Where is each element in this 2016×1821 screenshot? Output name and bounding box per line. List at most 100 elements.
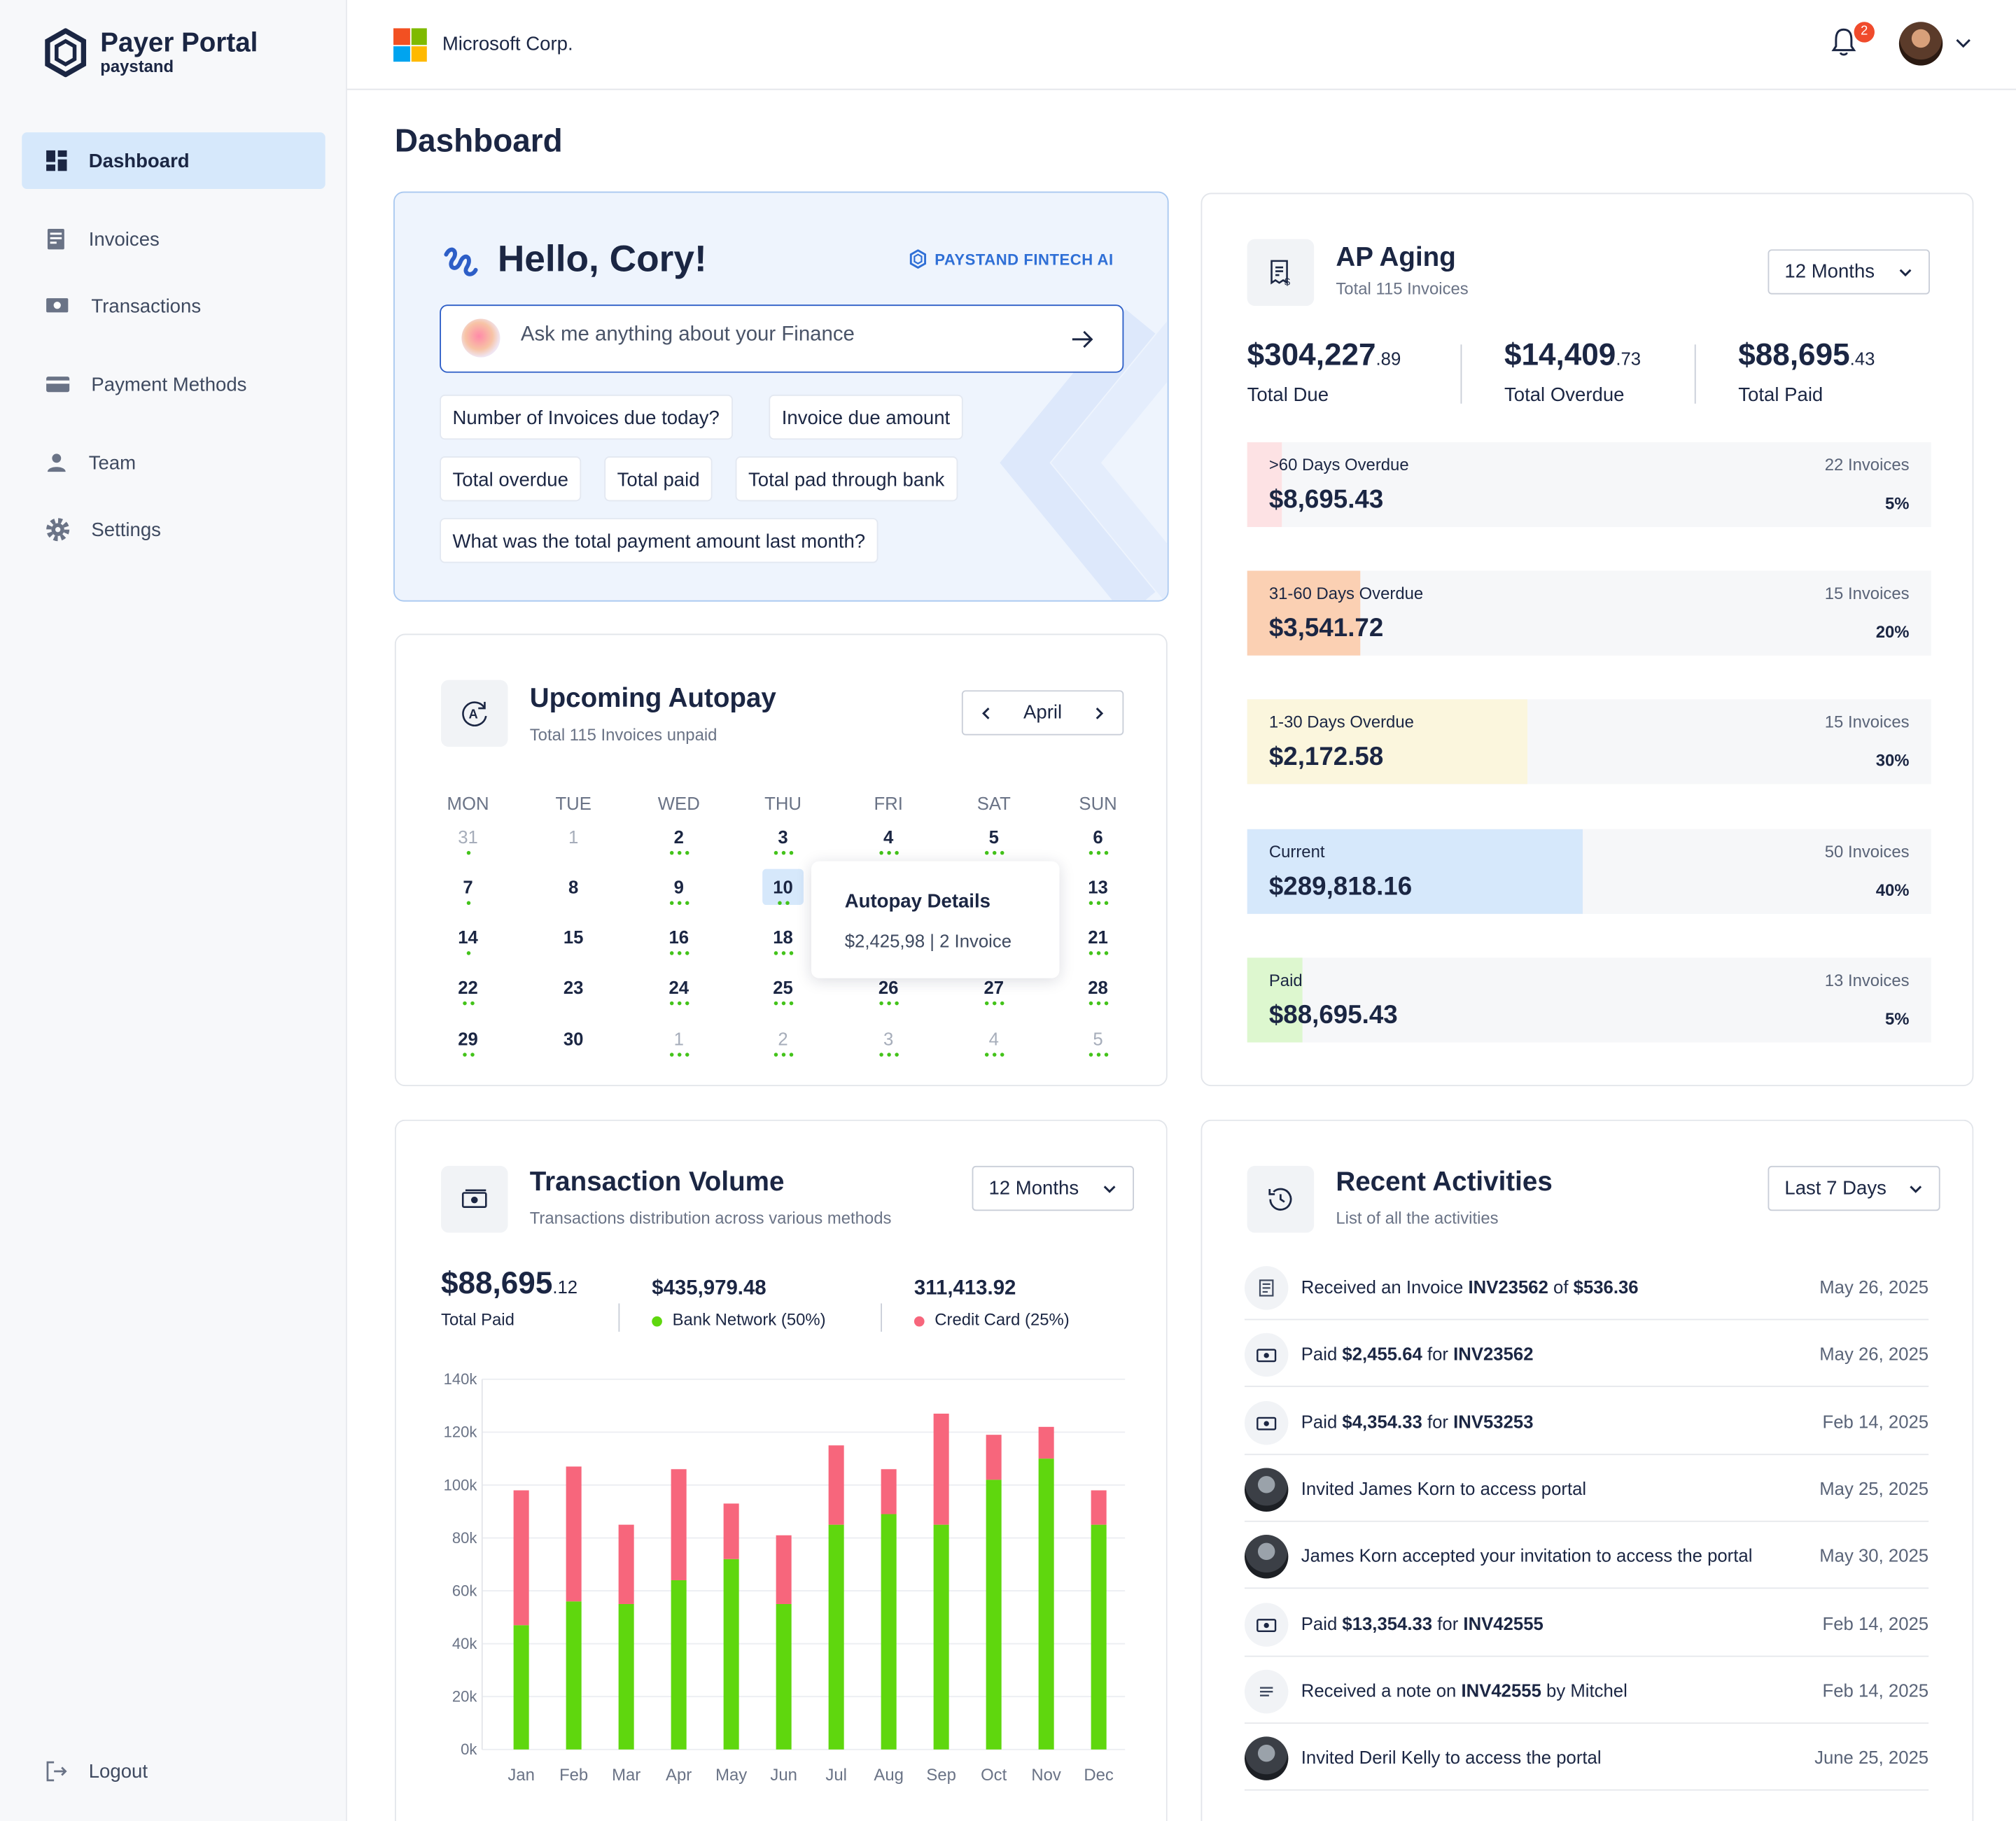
calendar-day[interactable]: 14 <box>458 927 478 948</box>
activity-date: May 30, 2025 <box>1819 1545 1929 1566</box>
calendar-day[interactable]: 3 <box>778 827 788 848</box>
aging-row-label: >60 Days Overdue <box>1268 455 1409 474</box>
ai-assistant-card: Hello, Cory! PAYSTAND FINTECH AI Number … <box>393 191 1169 602</box>
calendar-day[interactable]: 30 <box>563 1028 584 1049</box>
nav-dashboard[interactable]: Dashboard <box>22 132 326 190</box>
ai-search-box[interactable] <box>440 304 1124 373</box>
activity-text-part: INV42555 <box>1463 1612 1544 1633</box>
calendar-day[interactable]: 22 <box>458 976 478 998</box>
x-tick-label: Oct <box>981 1766 1007 1785</box>
aging-row-amount: $289,818.16 <box>1268 873 1413 901</box>
calendar-day[interactable]: 24 <box>668 976 690 998</box>
ai-search-input[interactable] <box>520 323 1061 347</box>
calendar-day[interactable]: 18 <box>773 927 793 948</box>
activity-row[interactable]: Invited Deril Kelly to access the portal… <box>1244 1724 1929 1791</box>
month-picker[interactable]: April <box>961 690 1124 736</box>
dashboard-icon <box>46 150 67 171</box>
calendar-day[interactable]: 26 <box>878 976 899 998</box>
calendar-day[interactable]: 27 <box>983 976 1004 998</box>
calendar-day[interactable]: 23 <box>563 976 584 998</box>
logout-icon <box>46 1761 67 1782</box>
suggestion-chip[interactable]: Invoice due amount <box>769 394 963 440</box>
suggestion-chip[interactable]: Total pad through bank <box>735 456 958 502</box>
calendar-day[interactable]: 28 <box>1088 976 1108 998</box>
activities-subtitle: List of all the activities <box>1336 1208 1499 1228</box>
calendar-day[interactable]: 7 <box>463 876 473 898</box>
calendar-day[interactable]: 6 <box>1093 827 1103 848</box>
activity-text-part: $536.36 <box>1573 1276 1639 1298</box>
calendar-day[interactable]: 9 <box>673 876 684 898</box>
activity-row[interactable]: James Korn accepted your invitation to a… <box>1244 1522 1929 1589</box>
organization-name[interactable]: Microsoft Corp. <box>442 33 573 55</box>
volume-icon-box <box>441 1165 508 1233</box>
bar-bank-network <box>986 1479 1002 1750</box>
x-tick-label: Nov <box>1031 1766 1061 1785</box>
calendar-day[interactable]: 5 <box>988 827 999 848</box>
aging-row[interactable]: 31-60 Days Overdue $3,541.72 15 Invoices… <box>1247 570 1931 656</box>
aging-row[interactable]: 1-30 Days Overdue $2,172.58 15 Invoices … <box>1247 699 1931 785</box>
nav-logout[interactable]: Logout <box>22 1743 325 1800</box>
bank-network-legend: Bank Network (50%) <box>652 1310 826 1329</box>
nav-team[interactable]: Team <box>22 435 325 491</box>
calendar-day[interactable]: 5 <box>1093 1028 1103 1049</box>
calendar-day[interactable]: 4 <box>883 827 894 848</box>
chevron-left-icon[interactable] <box>979 705 994 720</box>
nav-invoices[interactable]: Invoices <box>22 211 325 267</box>
calendar-day[interactable]: 4 <box>988 1028 999 1049</box>
suggestion-chip[interactable]: Number of Invoices due today? <box>440 394 733 440</box>
suggestion-chip[interactable]: What was the total payment amount last m… <box>440 518 878 563</box>
calendar-day[interactable]: 2 <box>673 827 684 848</box>
calendar-day[interactable]: 8 <box>568 876 579 898</box>
calendar-day[interactable]: 1 <box>568 827 579 848</box>
activity-row[interactable]: Paid $4,354.33 for INV53253 Feb 14, 2025 <box>1244 1388 1929 1455</box>
avatar[interactable] <box>1898 22 1943 66</box>
volume-range-select[interactable]: 12 Months <box>972 1165 1135 1211</box>
bar-credit-card <box>1091 1490 1107 1525</box>
aging-row-label: Current <box>1268 842 1325 862</box>
nav-payment-methods[interactable]: Payment Methods <box>22 356 325 413</box>
activity-row[interactable]: Invited James Korn to access portal May 2… <box>1244 1455 1929 1522</box>
activity-row[interactable]: Paid $2,455.64 for INV23562 May 26, 2025 <box>1244 1321 1929 1388</box>
card-icon <box>46 377 70 393</box>
ap-aging-card: $ AP Aging Total 115 Invoices 12 Months … <box>1200 192 1974 1087</box>
calendar-day[interactable]: 31 <box>458 827 478 848</box>
arrow-right-icon[interactable] <box>1068 325 1096 353</box>
nav-transactions[interactable]: Transactions <box>22 278 325 335</box>
bar-bank-network <box>513 1625 529 1750</box>
volume-title: Transaction Volume <box>529 1167 785 1197</box>
calendar-day[interactable]: 2 <box>778 1028 788 1049</box>
activities-range-select[interactable]: Last 7 Days <box>1768 1165 1940 1211</box>
calendar-day[interactable]: 10 <box>773 876 793 898</box>
calendar-day[interactable]: 21 <box>1088 927 1108 948</box>
aging-row[interactable]: Current $289,818.16 50 Invoices 40% <box>1247 829 1931 914</box>
calendar-day[interactable]: 15 <box>563 927 584 948</box>
activity-row[interactable]: Received an Invoice INV23562 of $536.36 M… <box>1244 1253 1929 1321</box>
brand[interactable]: Payer Portal paystand <box>43 28 258 78</box>
suggestion-chip[interactable]: Total overdue <box>440 456 582 502</box>
bar-credit-card <box>671 1469 687 1580</box>
activity-text-part: for <box>1422 1343 1454 1365</box>
select-value: 12 Months <box>1784 260 1875 283</box>
activity-text-part: of <box>1548 1276 1574 1298</box>
calendar-day[interactable]: 13 <box>1088 876 1108 898</box>
bar-credit-card <box>1038 1426 1054 1459</box>
bell-icon[interactable] <box>1828 26 1859 59</box>
calendar-day[interactable]: 1 <box>673 1028 684 1049</box>
activity-text: Paid $4,354.33 for INV53253 <box>1301 1411 1534 1431</box>
activity-text-part: Paid <box>1301 1343 1343 1365</box>
aging-row[interactable]: Paid $88,695.43 13 Invoices 5% <box>1247 957 1931 1043</box>
suggestion-chip[interactable]: Total paid <box>604 456 713 502</box>
user-avatar <box>1244 1535 1289 1579</box>
nav-settings[interactable]: Settings <box>22 501 325 558</box>
calendar-day[interactable]: 3 <box>883 1028 894 1049</box>
activity-row[interactable]: Received a note on INV42555 by Mitchel Fe… <box>1244 1657 1929 1724</box>
aging-range-select[interactable]: 12 Months <box>1768 249 1930 295</box>
calendar-day[interactable]: 29 <box>458 1028 478 1049</box>
activity-row[interactable]: Paid $13,354.33 for INV42555 Feb 14, 2025 <box>1244 1589 1929 1657</box>
aging-row[interactable]: >60 Days Overdue $8,695.43 22 Invoices 5… <box>1247 442 1931 528</box>
calendar-day[interactable]: 16 <box>668 927 690 948</box>
bar-credit-card <box>618 1524 634 1604</box>
chevron-down-icon[interactable] <box>1954 35 1973 53</box>
calendar-day[interactable]: 25 <box>773 976 793 998</box>
chevron-right-icon[interactable] <box>1091 705 1107 720</box>
